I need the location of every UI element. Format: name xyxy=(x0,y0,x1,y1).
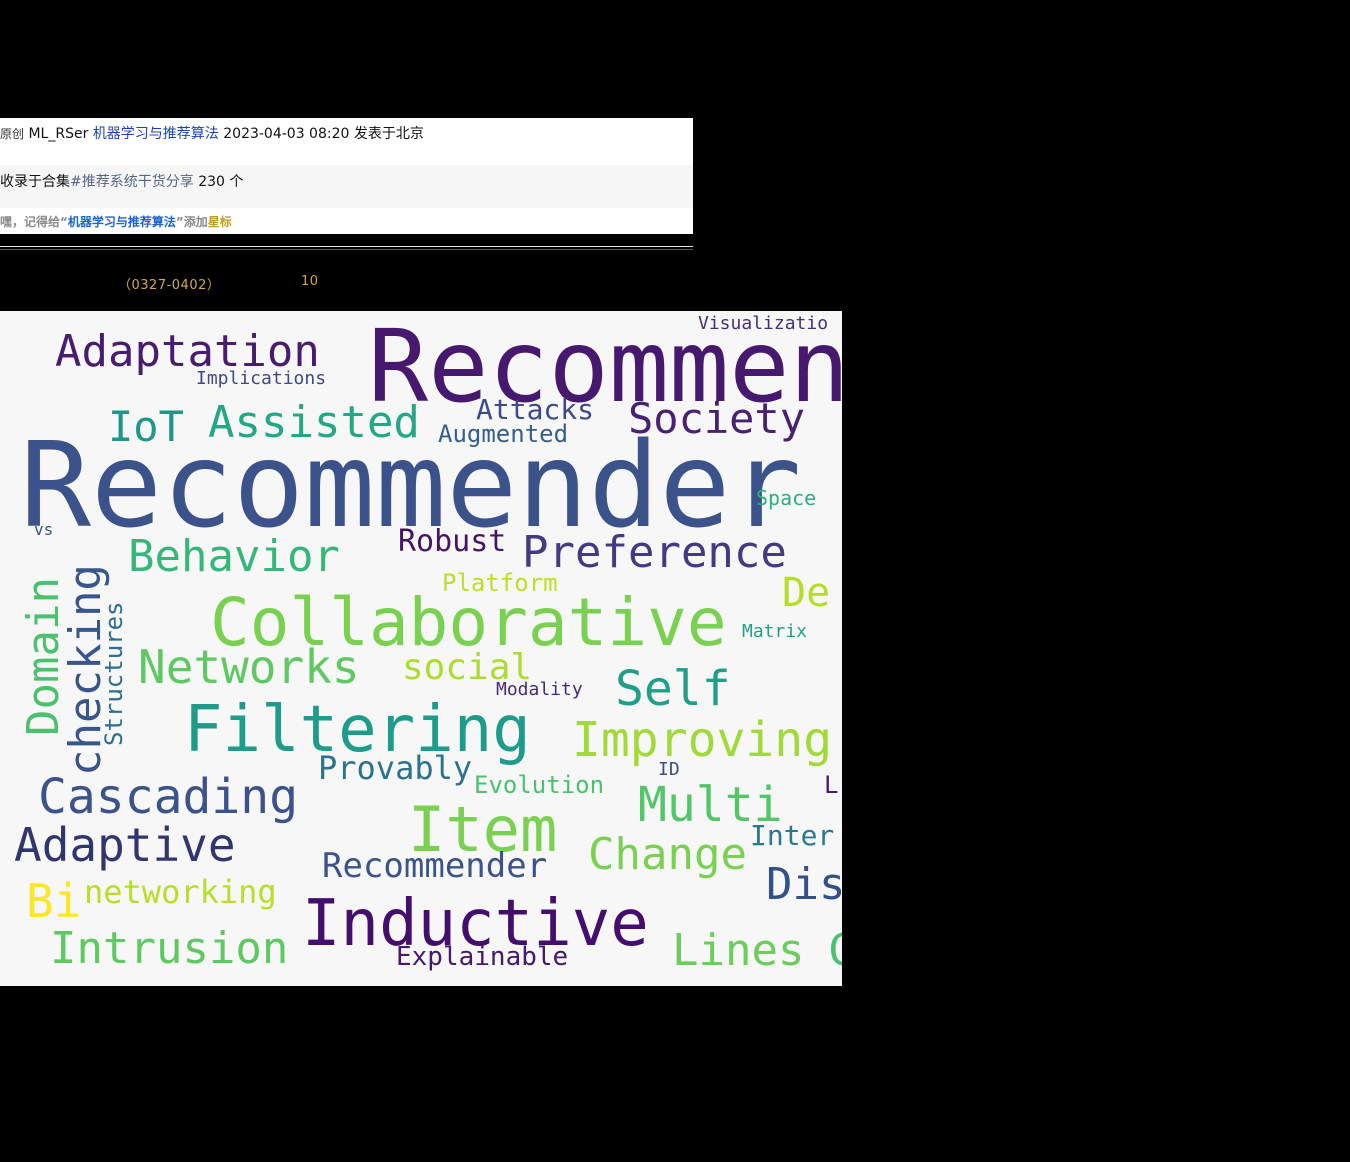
word-cloud-word: Society xyxy=(628,394,805,443)
word-cloud-word: L xyxy=(824,771,838,799)
word-cloud-word: Multi xyxy=(638,777,783,833)
hint-text-1: 嘿，记得给“ xyxy=(0,215,68,229)
word-cloud-word: vs xyxy=(34,520,53,539)
collection-tag-link[interactable]: #推荐系统干货分享 xyxy=(70,174,194,190)
word-cloud-image: Recommender SRecommen AdaptationImplicati… xyxy=(0,311,842,986)
word-cloud-word: Self xyxy=(615,661,731,717)
author-name[interactable]: ML_RSer xyxy=(28,126,89,142)
word-cloud-word: Explainable xyxy=(396,942,568,972)
word-cloud-word: Collaborative xyxy=(210,584,727,661)
word-cloud-word: Adaptation xyxy=(55,326,320,377)
word-cloud-word: Space xyxy=(756,486,816,510)
word-cloud-word: Item xyxy=(408,793,557,866)
word-cloud-word: Evolution xyxy=(474,771,604,799)
word-cloud-word: Preference xyxy=(522,527,787,578)
word-cloud-word: Recommender xyxy=(322,846,547,886)
word-cloud-word: networking xyxy=(84,873,277,911)
word-cloud-word: Robust xyxy=(398,524,506,559)
hint-text-2: ”添加 xyxy=(175,215,208,229)
word-cloud-word: Domain xyxy=(18,577,69,736)
word-cloud-word: Augmented xyxy=(438,420,568,448)
word-cloud-svg: Recommender SRecommen AdaptationImplicati… xyxy=(14,311,842,976)
word-cloud-word: Improving xyxy=(572,712,832,768)
word-cloud-word: Inductive xyxy=(302,887,649,961)
divider-dark xyxy=(0,249,693,250)
collection-bar: 收录于合集#推荐系统干货分享 230 个 xyxy=(0,165,693,208)
word-cloud-word: Networks xyxy=(138,640,360,694)
publish-datetime: 2023-04-03 08:20 xyxy=(223,126,350,142)
word-cloud-word: Cascading xyxy=(38,769,298,825)
publish-location: 发表于北京 xyxy=(353,126,424,142)
word-cloud-word: Intrusion xyxy=(50,923,288,974)
digest-count: 10 xyxy=(301,274,319,289)
divider xyxy=(0,246,693,247)
word-cloud-word: Bi xyxy=(26,874,81,928)
word-cloud-word: Modality xyxy=(496,679,583,700)
word-cloud-word: Attacks xyxy=(476,393,594,426)
collection-prefix: 收录于合集 xyxy=(0,174,70,190)
word-cloud-word: Visualizatio xyxy=(698,313,828,334)
word-cloud-word: Structures xyxy=(100,602,128,747)
word-cloud-word: Provably xyxy=(318,749,472,787)
word-cloud-word: Recommender S xyxy=(20,416,842,554)
word-cloud-word: De xyxy=(782,570,830,616)
word-cloud-word: Recommen xyxy=(368,311,842,425)
word-cloud-word: Assisted xyxy=(208,397,420,448)
word-cloud-word: ID xyxy=(658,759,680,780)
word-cloud-word: Platform xyxy=(442,569,558,597)
word-cloud-word: Dis xyxy=(766,859,842,910)
word-cloud-word: Implications xyxy=(196,368,326,389)
word-cloud-word: IoT xyxy=(108,402,184,451)
star-hint: 嘿，记得给“机器学习与推荐算法”添加星标 xyxy=(0,208,693,234)
digest-period: （0327-0402） xyxy=(118,278,221,293)
word-cloud-word: Behavior xyxy=(128,531,340,582)
word-cloud-word: Inter xyxy=(750,819,834,852)
word-cloud-word: Matrix xyxy=(742,621,807,642)
word-cloud-word: Lines xyxy=(672,925,804,976)
word-cloud-word: C xyxy=(828,925,842,976)
original-badge: 原创 xyxy=(0,127,25,141)
hint-account: 机器学习与推荐算法 xyxy=(67,215,176,229)
hint-star: 星标 xyxy=(207,215,232,229)
article-meta-bar: 原创 ML_RSer 机器学习与推荐算法 2023-04-03 08:20 发表… xyxy=(0,118,693,165)
word-cloud-word: Adaptive xyxy=(14,818,236,872)
word-cloud-word: checking xyxy=(60,564,111,776)
word-cloud-word: Change xyxy=(588,829,747,880)
word-cloud-word: social xyxy=(402,647,532,688)
collection-count: 230 个 xyxy=(198,174,244,190)
account-link[interactable]: 机器学习与推荐算法 xyxy=(92,126,219,142)
word-cloud-word: Filtering xyxy=(184,693,531,767)
